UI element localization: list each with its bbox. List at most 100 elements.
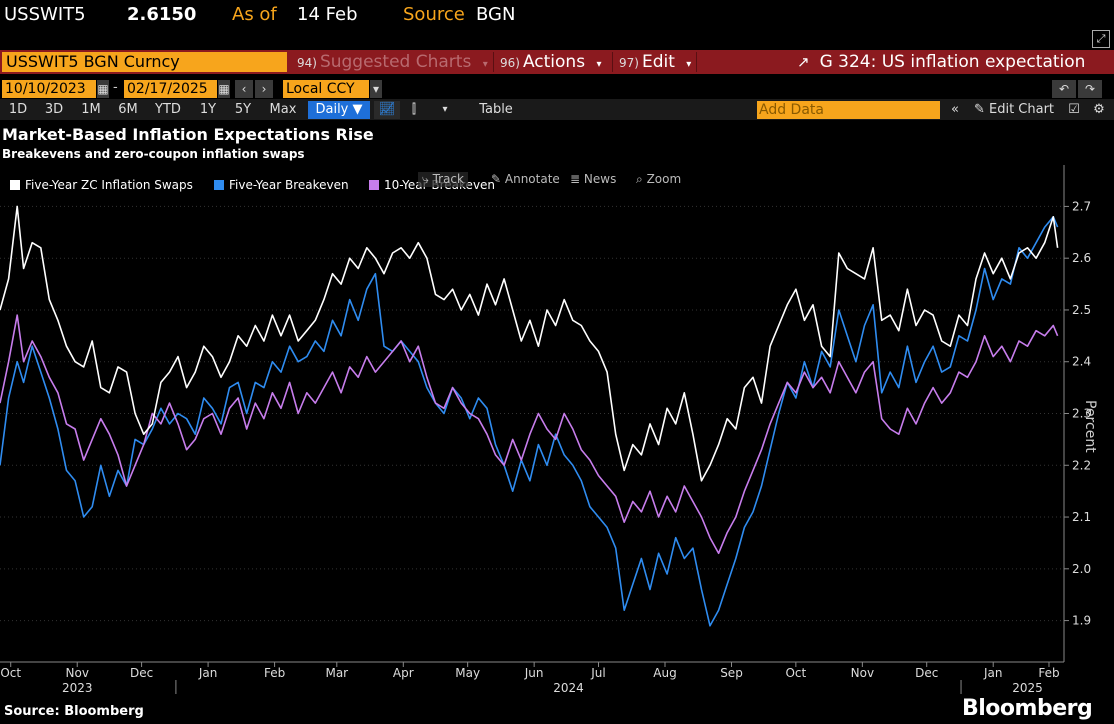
x-tick-label: Jan — [198, 666, 218, 680]
edit-menu[interactable]: 97) Edit ▾ — [619, 52, 691, 72]
divider — [493, 52, 494, 72]
series-line-2 — [0, 314, 1059, 555]
y-tick-label: 1.9 — [1072, 614, 1091, 628]
ticker-bar: USSWIT5 2.6150 As of 14 Feb Source BGN — [0, 0, 1114, 30]
year-label: 2024 — [553, 681, 584, 695]
source-note: Source: Bloomberg — [4, 704, 144, 719]
period-max[interactable]: Max — [269, 102, 297, 117]
y-tick-label: 2.0 — [1072, 562, 1091, 576]
calendar-icon[interactable]: ▦ — [218, 80, 230, 98]
chart-title-bar[interactable]: ↗ G 324: US inflation expectation — [797, 52, 1085, 72]
bloomberg-logo: Bloomberg — [962, 696, 1093, 721]
y-tick-label: 2.1 — [1072, 510, 1091, 524]
suggested-charts-menu[interactable]: 94) Suggested Charts ▾ — [297, 52, 488, 72]
collapse-icon[interactable]: « — [951, 102, 959, 117]
track-button[interactable]: ⤷ Track — [418, 172, 468, 187]
edit-chart-label: Edit Chart — [989, 102, 1055, 117]
x-tick-label: Nov — [66, 666, 89, 680]
legend-swatch — [369, 180, 379, 190]
annotate-button[interactable]: ✎ Annotate — [491, 172, 560, 186]
start-date-field[interactable]: 10/10/2023 — [2, 80, 96, 98]
table-button[interactable]: Table — [479, 102, 513, 117]
x-tick-label: Dec — [915, 666, 938, 680]
end-date-field[interactable]: 02/17/2025 — [124, 80, 217, 98]
y-tick-label: 2.4 — [1072, 355, 1091, 369]
period-5y[interactable]: 5Y — [234, 102, 252, 117]
calendar-icon[interactable]: ▦ — [97, 80, 109, 98]
as-of-date: 14 Feb — [297, 4, 358, 25]
chevron-down-icon: ▾ — [686, 59, 692, 70]
frequency-select[interactable]: Daily ▼ — [308, 101, 370, 119]
period-1d[interactable]: 1D — [8, 102, 28, 117]
annotate-icon: ✎ — [491, 172, 502, 186]
candlestick-icon[interactable]: ⫿ — [411, 102, 417, 117]
x-tick-label: Sep — [720, 666, 743, 680]
chart-subtitle: Breakevens and zero-coupon inflation swa… — [2, 147, 305, 161]
news-label: News — [583, 172, 617, 186]
source-value: BGN — [476, 4, 516, 25]
year-label: 2025 — [1012, 681, 1043, 695]
gear-icon[interactable]: ⚙ — [1093, 102, 1105, 117]
zoom-label: Zoom — [646, 172, 682, 186]
edit-label: Edit — [641, 52, 675, 72]
zoom-button[interactable]: ⌕ Zoom — [636, 172, 681, 187]
currency-select[interactable]: Local CCY — [283, 80, 369, 98]
period-1m[interactable]: 1M — [81, 102, 101, 117]
news-icon: ≣ — [570, 172, 581, 186]
redo-icon[interactable]: ↷ — [1078, 80, 1102, 98]
legend-swatch — [10, 180, 20, 190]
y-tick-label: 2.6 — [1072, 251, 1091, 265]
y-axis-label: Percent — [1082, 400, 1098, 453]
x-tick-label: Feb — [1038, 666, 1059, 680]
undo-icon[interactable]: ↶ — [1052, 80, 1076, 98]
chevron-down-icon: ▾ — [482, 59, 488, 70]
legend-swatch — [214, 180, 224, 190]
actions-label: Actions — [522, 52, 586, 72]
legend-label: Five-Year ZC Inflation Swaps — [25, 178, 193, 192]
x-tick-label: Jan — [983, 666, 1003, 680]
x-tick-label: Feb — [264, 666, 285, 680]
period-3d[interactable]: 3D — [44, 102, 64, 117]
x-tick-label: Nov — [851, 666, 874, 680]
next-arrow-icon[interactable]: › — [255, 80, 273, 98]
period-6m[interactable]: 6M — [118, 102, 138, 117]
line-chart: 1.9 2.0 2.1 2.2 2.3 2.4 2.5 2.6 2.7 Oct Nov Dec Jan… — [0, 165, 1091, 695]
external-link-icon: ↗ — [797, 53, 810, 71]
x-tick-label: Oct — [785, 666, 806, 680]
chevron-down-icon: ▾ — [596, 59, 602, 70]
add-data-input[interactable]: Add Data — [757, 101, 940, 119]
annotate-toggle-icon[interactable]: ☑ — [1068, 102, 1080, 117]
chevron-down-icon[interactable]: ▾ — [442, 104, 448, 115]
suggested-charts-number: 94) — [297, 56, 317, 70]
year-label: 2023 — [62, 681, 93, 695]
expand-icon[interactable]: ⤢ — [1092, 30, 1110, 48]
y-tick-label: 2.2 — [1072, 458, 1091, 472]
period-ytd[interactable]: YTD — [155, 102, 181, 117]
actions-menu[interactable]: 96) Actions ▾ — [500, 52, 602, 72]
x-tick-label: Oct — [0, 666, 21, 680]
legend-label: Five-Year Breakeven — [229, 178, 349, 192]
x-tick-label: Dec — [130, 666, 153, 680]
legend-item-five-year-zc[interactable]: Five-Year ZC Inflation Swaps — [10, 178, 193, 192]
y-tick-label: 2.7 — [1072, 199, 1091, 213]
line-chart-icon[interactable]: 📈︎ — [374, 101, 400, 119]
ticker-symbol: USSWIT5 — [4, 4, 86, 25]
as-of-label: As of — [232, 4, 277, 25]
source-label: Source — [403, 4, 465, 25]
x-tick-label: Apr — [393, 666, 414, 680]
period-1y[interactable]: 1Y — [199, 102, 217, 117]
chart-title: Market-Based Inflation Expectations Rise — [2, 125, 374, 144]
actions-number: 96) — [500, 56, 520, 70]
chevron-down-icon[interactable]: ▾ — [370, 80, 382, 98]
legend-item-five-year-breakeven[interactable]: Five-Year Breakeven — [214, 178, 349, 192]
track-label: Track — [432, 172, 464, 186]
security-field[interactable]: USSWIT5 BGN Curncy — [2, 52, 287, 72]
x-tick-label: Jul — [590, 666, 605, 680]
pencil-icon: ✎ — [973, 102, 985, 117]
x-tick-label: Jun — [524, 666, 544, 680]
divider — [612, 52, 613, 72]
previous-arrow-icon[interactable]: ‹ — [235, 80, 253, 98]
x-tick-label: Mar — [325, 666, 348, 680]
news-button[interactable]: ≣ News — [570, 172, 616, 186]
edit-chart-button[interactable]: ✎ Edit Chart — [970, 101, 1058, 119]
